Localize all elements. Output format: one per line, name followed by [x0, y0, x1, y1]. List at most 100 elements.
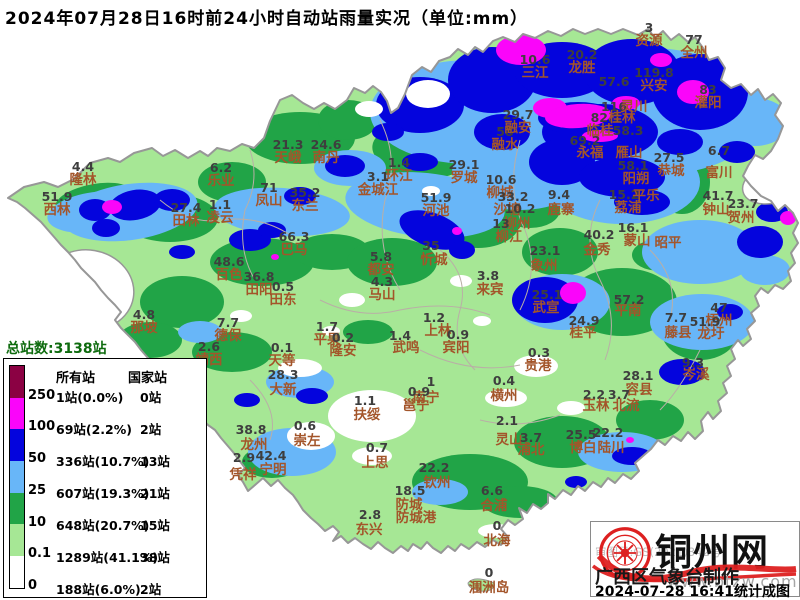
rain-blob-b [719, 141, 755, 163]
station-name: 宾阳 [443, 339, 470, 356]
rain-blob-m [560, 282, 586, 304]
station-value: 5.8 [370, 249, 392, 264]
station-value: 35.2 [290, 185, 321, 200]
rain-blob-w [287, 422, 335, 450]
legend-row-national-stations: 2站 [140, 422, 162, 437]
legend-threshold: 0 [28, 577, 38, 593]
rain-blob-b [284, 187, 316, 205]
county-borders [159, 119, 701, 441]
station-name: 巴马 [281, 242, 308, 258]
legend-threshold: 50 [28, 451, 47, 467]
station-name: 柳城 [487, 184, 515, 201]
station-value: 58.3 [613, 123, 644, 138]
rain-blob-g [343, 320, 393, 344]
rain-blob-b [258, 222, 286, 238]
station-name: 来宾 [476, 281, 504, 298]
watermark-producer: 广西区气象台制作 [595, 567, 739, 588]
page-title: 2024年07月28日16时前24小时自动站雨量实况（单位:mm） [5, 9, 529, 29]
rain-blob-b [717, 304, 743, 320]
station-value: 0.4 [493, 373, 515, 388]
rain-blob-m [677, 80, 709, 104]
station-value: 0.5 [272, 279, 294, 294]
station-value: 0.1 [271, 340, 293, 355]
station-name: 邕宁 [403, 397, 430, 414]
station-value: 4.8 [133, 307, 155, 322]
station-name: 武鸣 [393, 339, 420, 356]
station-value: 116 [601, 99, 627, 114]
rain-blob-b [234, 393, 260, 407]
rainfall-contours [41, 35, 798, 538]
station-name: 忻城 [421, 251, 448, 268]
station-name: 隆安 [330, 342, 357, 359]
station-value: 71 [260, 180, 277, 195]
station-name: 北海 [484, 532, 511, 549]
legend-row-all-stations: 648站(20.7%) [56, 518, 150, 533]
station-name: 玉林 [583, 397, 611, 414]
station-name: 灵川 [621, 99, 648, 115]
station-name: 容县 [625, 381, 654, 398]
station-name: 西林 [44, 201, 71, 218]
rain-blob-b [109, 189, 161, 221]
rain-blob-g [616, 400, 684, 440]
rain-blob-w [355, 101, 383, 117]
station-value: 36.8 [244, 269, 275, 284]
station-value: 3 [645, 20, 654, 35]
rain-blob-w [514, 355, 558, 377]
station-value: 77 [685, 32, 702, 47]
station-name: 富川 [706, 164, 733, 181]
legend-color-cell [10, 461, 24, 493]
legend-row-all-stations: 336站(10.7%) [56, 454, 150, 469]
legend-row-all-stations: 69站(2.2%) [56, 422, 132, 437]
station-value: 58 [496, 124, 513, 139]
station-value: 0.9 [408, 384, 430, 399]
station-value: 29.1 [449, 157, 480, 172]
station-value: 29.7 [503, 107, 534, 122]
station-value: 4.3 [371, 274, 393, 289]
station-name: 贺州 [727, 209, 755, 226]
station-value: 66.3 [279, 229, 310, 244]
station-value: 24.6 [311, 137, 342, 152]
station-name: 钟山 [703, 201, 730, 218]
station-name: 田阳 [246, 282, 273, 298]
station-value: 48.6 [214, 254, 245, 269]
rain-blob-m [650, 53, 672, 67]
station-name: 北流 [613, 397, 641, 414]
station-name: 凌云 [207, 209, 234, 226]
station-name: 龙州 [240, 436, 268, 453]
legend-threshold: 0.1 [28, 546, 52, 562]
station-value: 13 [492, 216, 509, 231]
station-value: 25.1 [532, 287, 563, 302]
station-name: 兴安 [641, 77, 668, 94]
rain-blob-lb [412, 479, 468, 505]
station-value: 28.3 [268, 367, 299, 382]
station-value: 3.1 [367, 169, 389, 184]
station-value: 82.1 [591, 110, 622, 125]
station-name: 南宁 [413, 389, 440, 406]
station-name: 柳州 [504, 215, 531, 232]
station-name: 平南 [615, 302, 642, 319]
station-name: 罗城 [451, 169, 478, 186]
station-name: 融安 [505, 119, 532, 136]
station-name: 田林 [173, 212, 200, 229]
station-value: 3.8 [477, 268, 499, 283]
station-value: 58.1 [618, 158, 649, 173]
province-outline [7, 28, 799, 554]
station-name: 涠洲岛 [469, 579, 510, 596]
station-value: 1 [427, 374, 436, 389]
rain-blob-b [296, 388, 328, 404]
legend-threshold: 25 [28, 482, 47, 498]
station-name: 昭平 [655, 235, 683, 251]
station-value: 28.1 [623, 368, 654, 383]
rain-blob-b [659, 359, 705, 385]
rain-blob-b [402, 153, 438, 171]
station-name: 金城江 [357, 181, 399, 198]
legend-threshold: 100 [28, 419, 56, 435]
station-name: 平乐 [633, 187, 661, 204]
rain-blob-g [347, 238, 437, 286]
station-value: 51.9 [690, 314, 721, 329]
rain-blob-b [529, 139, 595, 185]
station-name: 防城港 [396, 509, 437, 526]
station-name: 那坡 [131, 319, 158, 336]
rain-blob-b [92, 219, 120, 237]
station-value: 4.4 [72, 159, 94, 174]
